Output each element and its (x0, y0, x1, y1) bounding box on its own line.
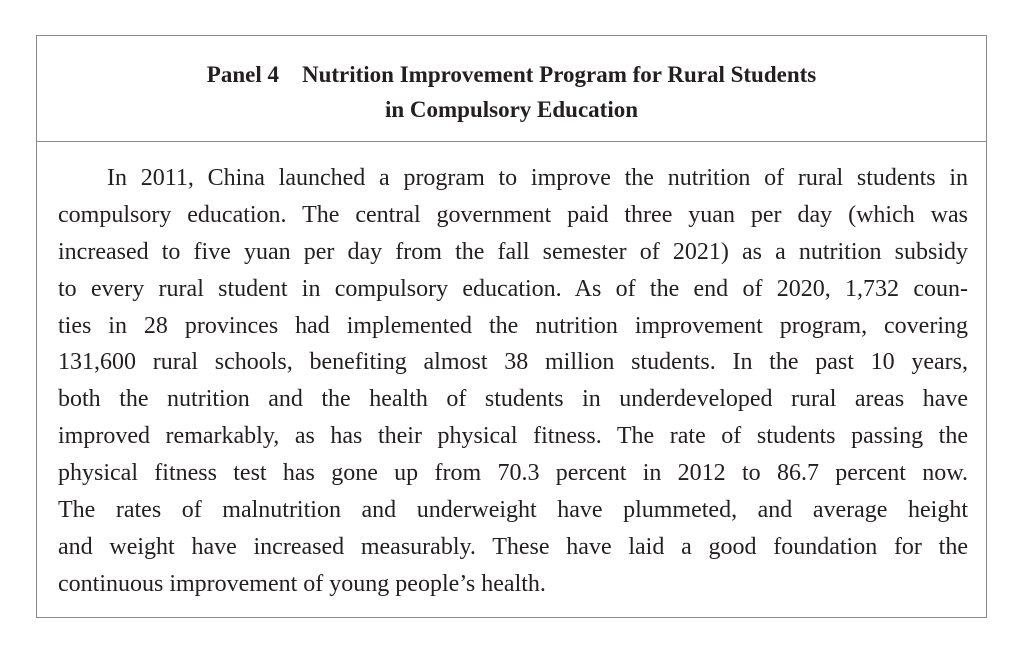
panel-title-line-1: Panel 4 Nutrition Improvement Program fo… (206, 62, 817, 87)
panel-box: Panel 4 Nutrition Improvement Program fo… (36, 35, 987, 618)
body-line: improved remarkably, as has their physic… (58, 423, 968, 450)
body-line: 131,600 rural schools, benefiting almost… (58, 349, 968, 376)
body-line: The rates of malnutrition and underweigh… (58, 497, 968, 524)
body-line: both the nutrition and the health of stu… (58, 386, 968, 413)
panel-body: In 2011, China launched a program to imp… (58, 160, 968, 603)
body-line: increased to five yuan per day from the … (58, 238, 968, 265)
body-line: and weight have increased measurably. Th… (58, 533, 968, 560)
body-line: compulsory education. The central govern… (58, 201, 968, 228)
body-line: continuous improvement of young people’s… (58, 570, 546, 597)
body-line: In 2011, China launched a program to imp… (107, 165, 968, 191)
body-line: physical fitness test has gone up from 7… (58, 460, 968, 487)
panel-title-line-2: in Compulsory Education (384, 97, 639, 122)
panel-header: Panel 4 Nutrition Improvement Program fo… (37, 36, 986, 142)
body-line: to every rural student in compulsory edu… (58, 275, 968, 302)
body-line: ties in 28 provinces had implemented the… (58, 312, 968, 339)
